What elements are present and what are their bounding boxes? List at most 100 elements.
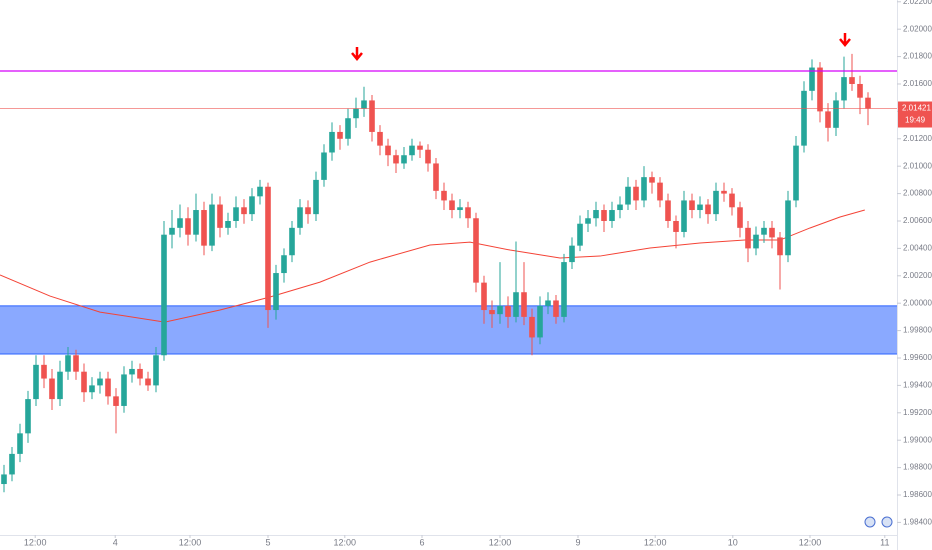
candle-body — [825, 111, 831, 128]
y-tick-label: 2.01800 — [903, 52, 932, 61]
arrow — [351, 47, 363, 61]
candle-body — [393, 155, 399, 164]
candle-body — [33, 364, 39, 400]
candle-body — [433, 163, 439, 191]
y-tick-label: 2.00000 — [903, 298, 932, 307]
candle-body — [681, 200, 687, 232]
x-tick-label: 12:00 — [24, 537, 47, 547]
candle-body — [329, 131, 335, 153]
candle-body — [745, 227, 751, 249]
candle-body — [249, 196, 255, 215]
y-tick-label: 1.99400 — [903, 381, 932, 390]
candle-body — [121, 374, 127, 406]
candle-body — [585, 218, 591, 224]
candle-body — [65, 355, 71, 372]
candle-body — [401, 155, 407, 164]
candle-body — [617, 204, 623, 211]
candle-body — [633, 186, 639, 201]
candle-body — [337, 131, 343, 139]
candle-body — [113, 396, 119, 406]
candle-body — [473, 218, 479, 283]
y-tick-label: 2.02200 — [903, 0, 932, 6]
candle-body — [465, 207, 471, 219]
y-tick-label: 1.98400 — [903, 518, 932, 527]
candle-body — [137, 368, 143, 379]
candle-body — [49, 378, 55, 400]
candle-body — [9, 453, 15, 475]
y-tick-label: 2.01600 — [903, 79, 932, 88]
candle-body — [833, 100, 839, 128]
candle-body — [169, 227, 175, 235]
zone — [0, 305, 897, 355]
y-tick-label: 2.00400 — [903, 243, 932, 252]
candle-body — [97, 378, 103, 386]
moving-average — [0, 209, 865, 323]
x-tick-label: 12:00 — [799, 537, 822, 547]
candle-body — [481, 282, 487, 311]
icon[interactable] — [881, 516, 893, 528]
y-tick-label: 2.00800 — [903, 189, 932, 198]
x-tick-label: 11 — [880, 537, 889, 547]
candle-body — [721, 190, 727, 194]
countdown-label: 19:49 — [905, 116, 926, 125]
icon[interactable] — [864, 516, 876, 528]
y-tick-label: 2.00600 — [903, 216, 932, 225]
candle-body — [665, 200, 671, 221]
candle-body — [609, 210, 615, 221]
candle-body — [457, 207, 463, 211]
candle-body — [625, 186, 631, 205]
candle-body — [281, 255, 287, 274]
candle-body — [161, 234, 167, 356]
candle-body — [409, 145, 415, 156]
candle-body — [857, 83, 863, 98]
last-price-label: 2.01421 — [902, 104, 931, 113]
candle-body — [601, 210, 607, 221]
candle-body — [17, 433, 23, 454]
candle-body — [177, 218, 183, 228]
arrow — [839, 33, 851, 47]
y-tick-label: 1.98600 — [903, 490, 932, 499]
candle-body — [769, 227, 775, 238]
x-tick-label: 12:00 — [334, 537, 357, 547]
candle-body — [649, 177, 655, 183]
candle-body — [817, 67, 823, 112]
candle-body — [313, 179, 319, 215]
candle-body — [89, 385, 95, 393]
candle-body — [41, 364, 47, 379]
candle-body — [153, 355, 159, 386]
y-tick-label: 2.00200 — [903, 271, 932, 280]
candle-body — [513, 292, 519, 317]
x-tick-label: 6 — [419, 537, 424, 547]
candle-body — [761, 227, 767, 235]
candle-body — [321, 152, 327, 180]
y-tick-label: 1.98800 — [903, 463, 932, 472]
candle-body — [257, 186, 263, 197]
candle-body — [385, 145, 391, 156]
y-tick-label: 1.99200 — [903, 408, 932, 417]
candle-body — [105, 378, 111, 397]
candle-body — [369, 100, 375, 132]
candle-body — [689, 200, 695, 211]
candle-body — [593, 210, 599, 219]
candle-body — [425, 149, 431, 164]
candle-body — [361, 100, 367, 109]
candle-body — [529, 316, 535, 338]
candle-body — [449, 200, 455, 211]
x-tick-label: 12:00 — [179, 537, 202, 547]
candle-body — [545, 300, 551, 306]
candle-body — [753, 234, 759, 249]
x-tick-label: 12:00 — [644, 537, 667, 547]
x-tick-label: 4 — [113, 537, 118, 547]
candle-body — [841, 77, 847, 101]
candle-body — [305, 207, 311, 215]
candle-body — [193, 210, 199, 235]
candle-body — [297, 207, 303, 228]
candle-body — [729, 193, 735, 208]
candle-body — [505, 305, 511, 317]
candle-body — [145, 378, 151, 386]
candle-body — [233, 207, 239, 221]
candle-body — [81, 371, 87, 393]
candle-body — [705, 204, 711, 215]
